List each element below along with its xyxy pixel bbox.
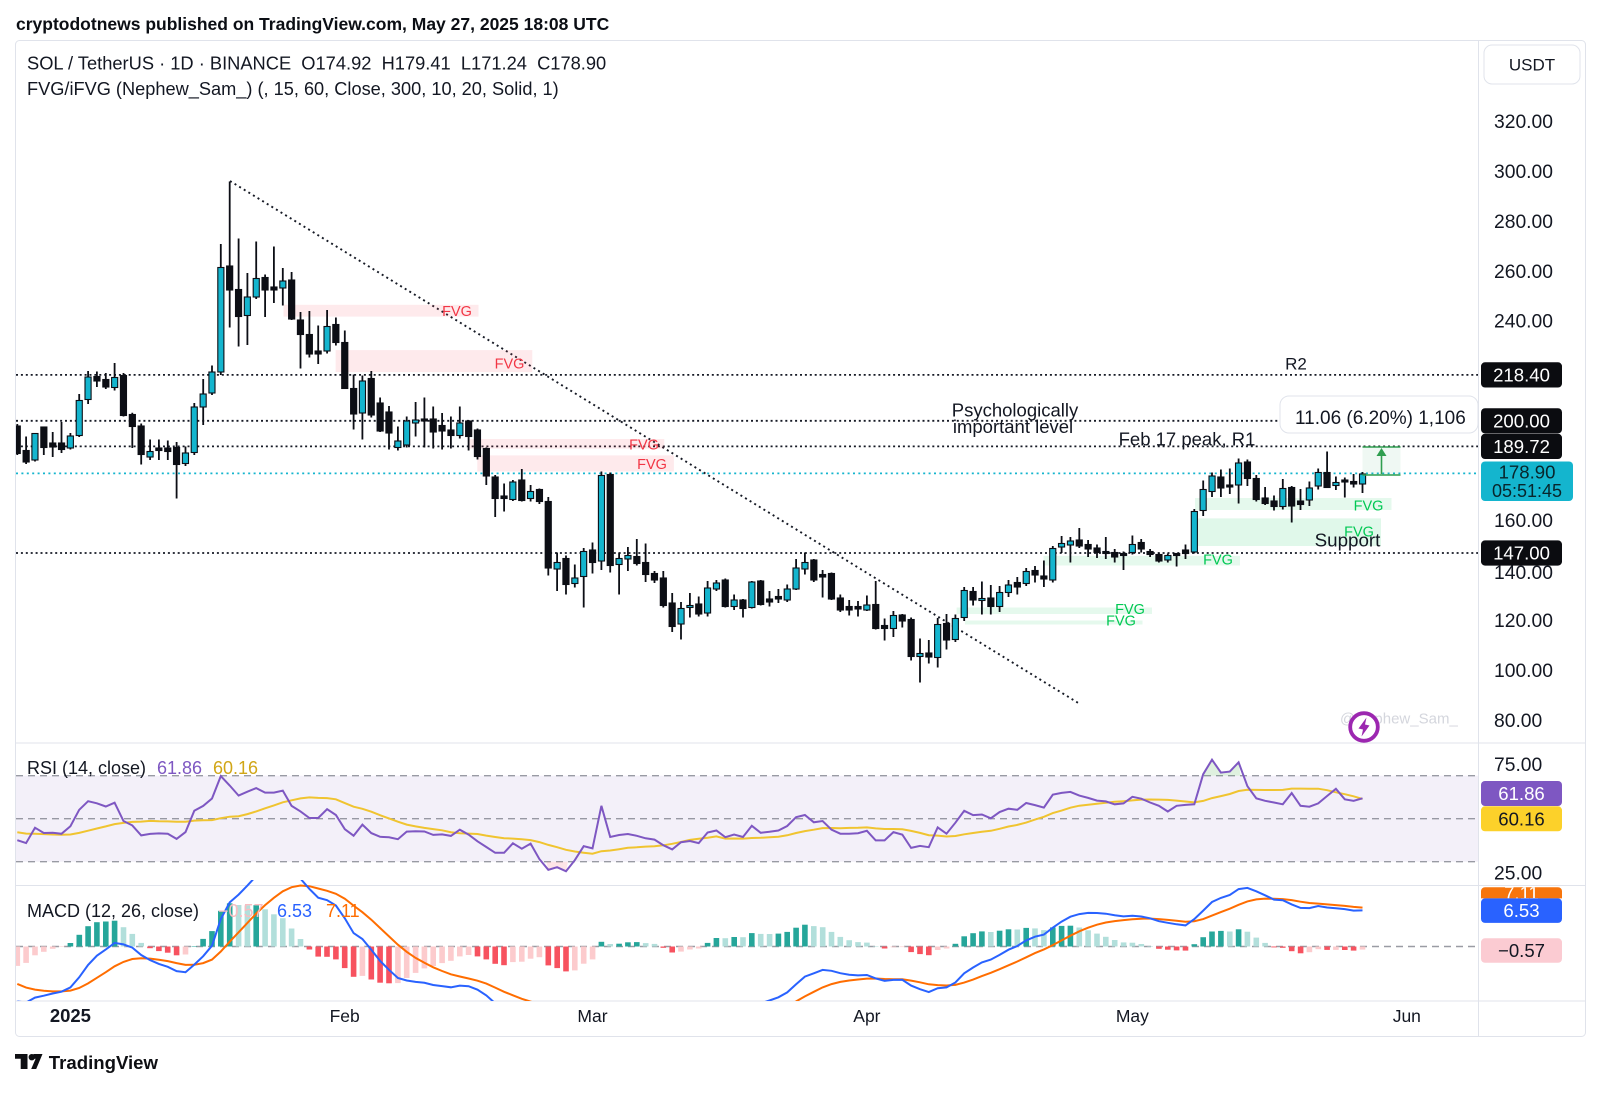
- svg-text:FVG: FVG: [495, 357, 525, 373]
- svg-text:−0.57: −0.57: [1498, 940, 1545, 961]
- svg-text:cryptodotnews published on Tra: cryptodotnews published on TradingView.c…: [16, 14, 610, 34]
- svg-text:important level: important level: [953, 416, 1073, 437]
- svg-text:61.86: 61.86: [157, 758, 202, 778]
- svg-text:Jun: Jun: [1393, 1006, 1421, 1026]
- svg-text:320.00: 320.00: [1494, 112, 1553, 133]
- svg-text:USDT: USDT: [1509, 56, 1555, 75]
- svg-text:218.40: 218.40: [1493, 364, 1550, 385]
- svg-text:300.00: 300.00: [1494, 162, 1553, 183]
- svg-text:FVG: FVG: [1203, 553, 1233, 569]
- svg-text:FVG: FVG: [1115, 602, 1145, 618]
- svg-text:FVG: FVG: [1106, 614, 1136, 630]
- svg-text:−0.57: −0.57: [218, 901, 264, 921]
- svg-text:260.00: 260.00: [1494, 262, 1553, 283]
- svg-text:FVG: FVG: [637, 457, 667, 473]
- svg-text:7.11: 7.11: [1504, 883, 1539, 904]
- svg-text:80.00: 80.00: [1494, 711, 1542, 732]
- svg-text:Psychologically: Psychologically: [952, 400, 1079, 421]
- svg-text:100.00: 100.00: [1494, 661, 1553, 682]
- svg-text:05:51:45: 05:51:45: [1492, 481, 1562, 501]
- svg-text:140.00: 140.00: [1494, 563, 1553, 584]
- svg-text:Apr: Apr: [853, 1006, 880, 1026]
- svg-text:120.00: 120.00: [1494, 611, 1553, 632]
- svg-text:240.00: 240.00: [1494, 312, 1553, 333]
- svg-text:RSI (14, close): RSI (14, close): [27, 758, 146, 778]
- svg-text:147.00: 147.00: [1493, 543, 1550, 564]
- svg-text:SOL / TetherUS · 1D · BINANCE: SOL / TetherUS · 1D · BINANCE O174.92 H1…: [27, 53, 606, 74]
- svg-text:TradingView: TradingView: [49, 1052, 159, 1073]
- svg-text:189.72: 189.72: [1493, 436, 1550, 457]
- svg-text:61.86: 61.86: [1498, 783, 1545, 804]
- svg-text:60.16: 60.16: [1498, 808, 1545, 829]
- svg-text:25.00: 25.00: [1494, 863, 1542, 884]
- svg-text:FVG: FVG: [1344, 525, 1374, 541]
- svg-text:6.53: 6.53: [277, 901, 312, 921]
- svg-text:11.06 (6.20%) 1,106: 11.06 (6.20%) 1,106: [1295, 408, 1466, 429]
- svg-text:FVG: FVG: [1354, 499, 1384, 515]
- svg-text:75.00: 75.00: [1494, 755, 1542, 776]
- svg-text:Feb: Feb: [330, 1006, 360, 1026]
- svg-text:Feb 17 peak, R1: Feb 17 peak, R1: [1119, 429, 1256, 450]
- svg-text:60.16: 60.16: [213, 758, 258, 778]
- svg-text:280.00: 280.00: [1494, 212, 1553, 233]
- svg-text:160.00: 160.00: [1494, 511, 1553, 532]
- svg-text:6.53: 6.53: [1503, 900, 1539, 921]
- svg-text:FVG: FVG: [629, 437, 659, 453]
- svg-text:MACD (12, 26, close): MACD (12, 26, close): [27, 901, 199, 921]
- svg-text:May: May: [1116, 1006, 1149, 1026]
- svg-text:FVG/iFVG (Nephew_Sam_) (, 15,: FVG/iFVG (Nephew_Sam_) (, 15, 60, Close,…: [27, 79, 559, 100]
- svg-text:Support: Support: [1315, 530, 1382, 551]
- svg-text:R2: R2: [1285, 355, 1307, 374]
- svg-text:2025: 2025: [50, 1005, 91, 1026]
- svg-text:200.00: 200.00: [1493, 410, 1550, 431]
- svg-text:178.90: 178.90: [1499, 462, 1556, 483]
- svg-text:Mar: Mar: [577, 1006, 607, 1026]
- svg-text:FVG: FVG: [442, 304, 472, 320]
- svg-text:7.11: 7.11: [326, 901, 360, 921]
